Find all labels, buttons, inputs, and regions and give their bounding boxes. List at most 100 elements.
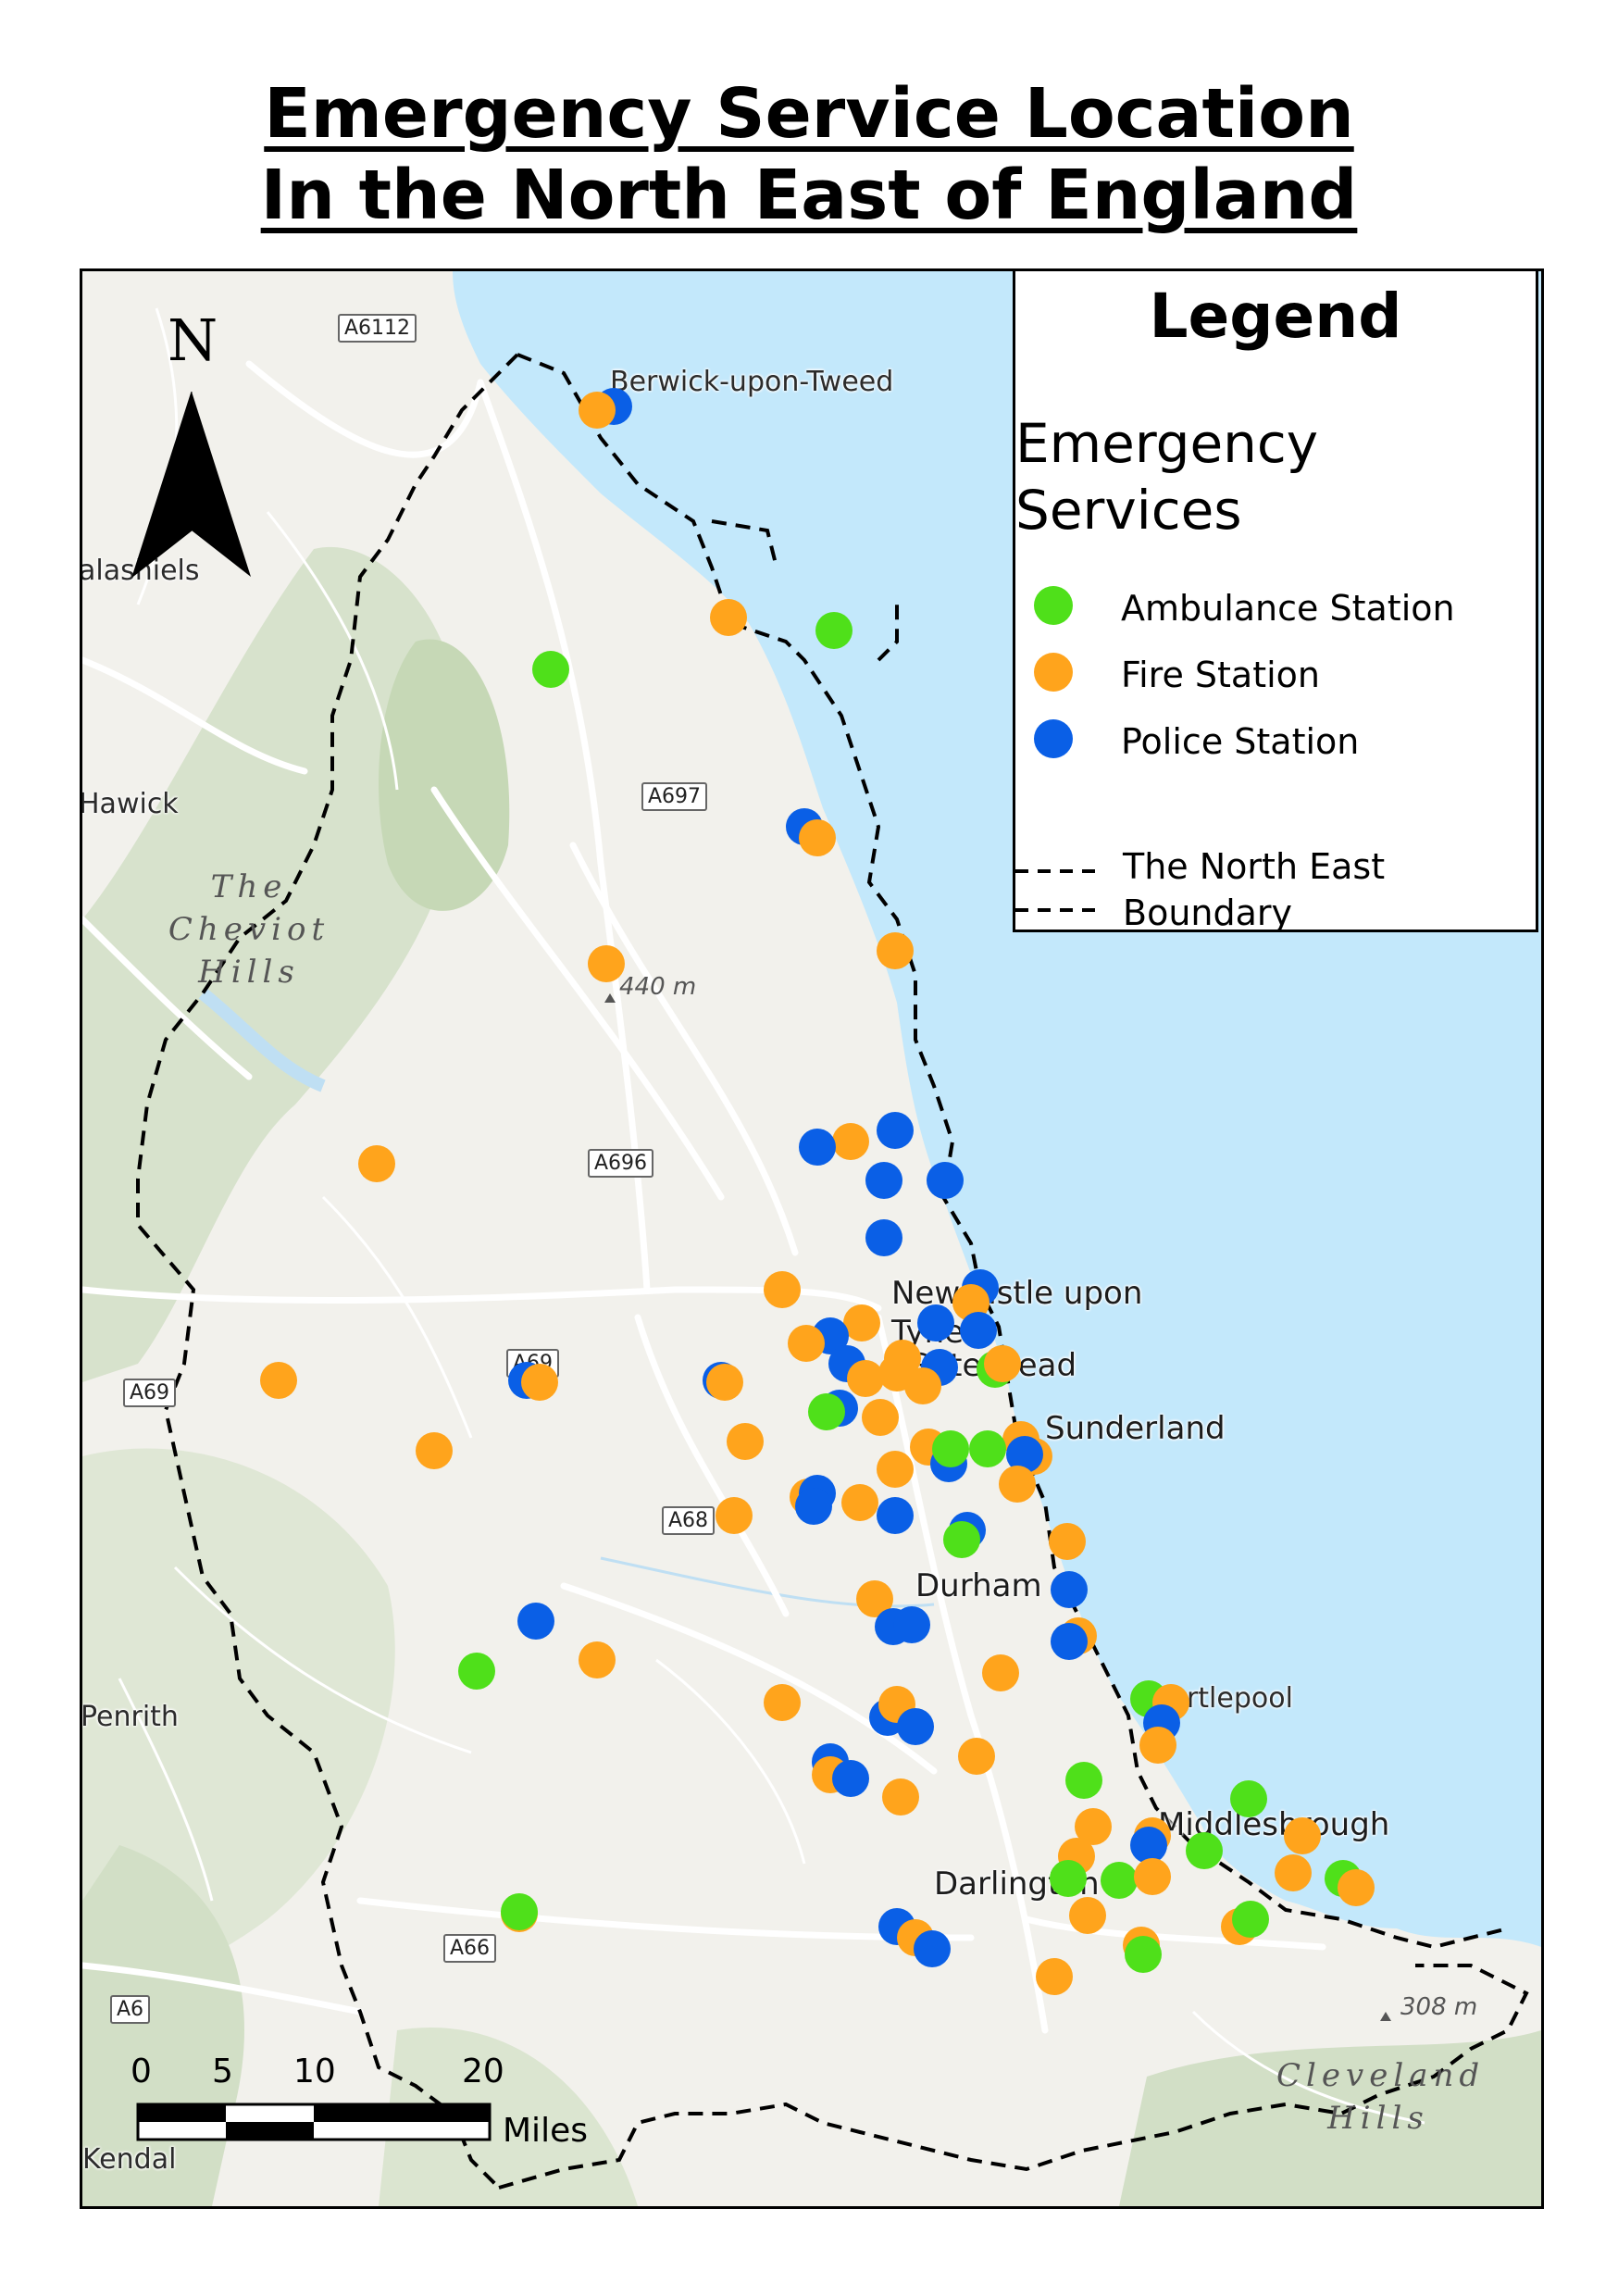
legend-subtitle: Emergency Services [1015,412,1319,542]
fire-station-marker[interactable] [952,1284,989,1321]
fire-station-marker[interactable] [588,945,625,982]
police-station-marker[interactable] [1006,1436,1043,1473]
police-station-marker[interactable] [799,1129,836,1166]
fire-station-marker[interactable] [1284,1817,1321,1854]
elevation-440: 440 m [619,973,697,1001]
fire-station-marker[interactable] [1338,1869,1375,1906]
station-markers [260,388,1375,1995]
fire-station-marker[interactable] [727,1423,764,1460]
fire-station-marker[interactable] [706,1364,743,1401]
fire-station-marker[interactable] [1275,1854,1312,1891]
fire-station-marker[interactable] [1069,1897,1106,1934]
police-station-marker[interactable] [960,1312,997,1349]
legend-title: Legend [1149,281,1402,352]
police-station-marker[interactable] [877,1497,914,1534]
police-station-marker[interactable] [897,1708,934,1745]
fire-station-marker[interactable] [862,1399,899,1436]
fire-station-marker[interactable] [1049,1523,1086,1560]
fire-station-marker[interactable] [877,1451,914,1488]
fire-station-marker[interactable] [764,1684,801,1721]
scale-tick-0: 0 [131,2053,152,2090]
fire-station-marker[interactable] [579,1641,616,1678]
fire-station-marker[interactable] [1036,1958,1073,1995]
ambulance-station-marker[interactable] [1186,1832,1223,1869]
road-a69-west: A69 [123,1379,177,1407]
ambulance-station-marker[interactable] [1232,1901,1269,1938]
north-arrow-icon [132,392,251,577]
ambulance-station-marker[interactable] [808,1393,845,1430]
label-cleveland-hills: Cleveland Hills [1276,2057,1486,2137]
police-station-marker[interactable] [517,1603,554,1640]
ambulance-station-marker[interactable] [501,1893,538,1930]
police-station-marker[interactable] [865,1162,902,1199]
police-station-marker[interactable] [795,1488,832,1525]
label-cheviot-hills: The Cheviot Hills [168,868,330,991]
fire-station-marker[interactable] [416,1432,453,1469]
police-station-marker[interactable] [877,1112,914,1149]
fire-station-marker[interactable] [799,819,836,856]
fire-station-marker[interactable] [847,1360,884,1397]
ambulance-station-marker[interactable] [943,1521,980,1558]
ambulance-station-marker[interactable] [458,1653,495,1690]
place-hawick: Hawick [80,788,179,820]
road-a68: A68 [662,1506,716,1535]
place-berwick: Berwick-upon-Tweed [610,366,894,398]
fire-station-marker[interactable] [1139,1727,1176,1764]
police-station-marker[interactable] [832,1760,869,1797]
fire-station-marker[interactable] [710,599,747,636]
fire-station-marker[interactable] [882,1778,919,1816]
police-station-marker[interactable] [865,1219,902,1256]
fire-station-marker[interactable] [1075,1808,1112,1845]
ambulance-station-marker[interactable] [815,612,853,649]
fire-station-marker[interactable] [958,1738,995,1775]
police-station-marker[interactable] [927,1162,964,1199]
ambulance-station-marker[interactable] [1050,1860,1087,1897]
fire-station-icon [1034,653,1073,692]
scale-tick-10: 10 [293,2053,336,2090]
road-a6112: A6112 [338,314,417,343]
fire-station-marker[interactable] [579,392,616,429]
place-durham: Durham [915,1567,1042,1604]
road-a6: A6 [110,1995,151,2024]
fire-station-marker[interactable] [1134,1858,1171,1895]
legend-item-boundary: The North East Boundary [1123,846,1386,933]
fire-station-marker[interactable] [521,1364,558,1401]
fire-station-marker[interactable] [843,1304,880,1341]
ambulance-station-marker[interactable] [1101,1862,1138,1899]
place-sunderland: Sunderland [1045,1410,1226,1447]
fire-station-marker[interactable] [999,1466,1036,1503]
police-station-icon [1034,719,1073,758]
ambulance-station-icon [1034,586,1073,625]
fire-station-marker[interactable] [856,1580,893,1617]
fire-station-marker[interactable] [877,932,914,969]
police-station-marker[interactable] [1130,1827,1167,1864]
place-kendal: Kendal [82,2143,177,2176]
ambulance-station-marker[interactable] [1065,1762,1102,1799]
fire-station-marker[interactable] [764,1271,801,1308]
place-penrith: Penrith [81,1701,179,1733]
fire-station-marker[interactable] [260,1362,297,1399]
elevation-308: 308 m [1400,1993,1478,2021]
police-station-marker[interactable] [917,1304,954,1341]
police-station-marker[interactable] [1051,1623,1088,1660]
fire-station-marker[interactable] [716,1497,753,1534]
fire-station-marker[interactable] [984,1345,1021,1382]
fire-station-marker[interactable] [832,1123,869,1160]
fire-station-marker[interactable] [841,1484,878,1521]
police-station-marker[interactable] [893,1606,930,1643]
fire-station-marker[interactable] [788,1325,825,1362]
ambulance-station-marker[interactable] [969,1430,1006,1467]
police-station-marker[interactable] [1051,1571,1088,1608]
fire-station-marker[interactable] [982,1654,1019,1691]
map-title-line1: Emergency Service Location [264,74,1354,154]
ambulance-station-marker[interactable] [932,1430,969,1467]
fire-station-marker[interactable] [904,1367,941,1404]
ambulance-station-marker[interactable] [1230,1780,1267,1817]
ambulance-station-marker[interactable] [532,651,569,688]
scale-tick-20: 20 [462,2053,504,2090]
scale-bar [136,2103,492,2141]
fire-station-marker[interactable] [358,1145,395,1182]
ambulance-station-marker[interactable] [1125,1936,1162,1973]
road-a697: A697 [641,782,708,811]
police-station-marker[interactable] [914,1930,951,1967]
